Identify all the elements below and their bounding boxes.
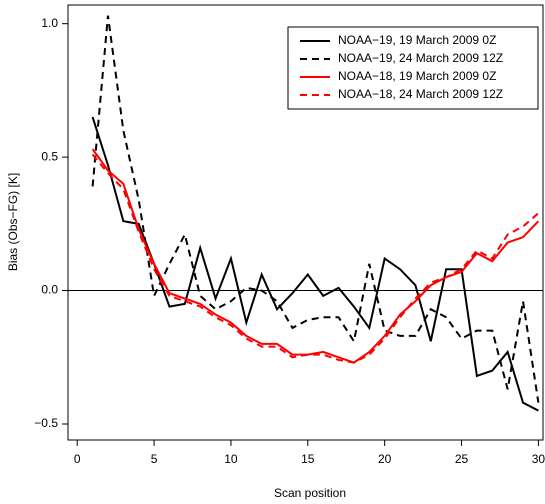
series-line [91,15,540,403]
y-tick-label: 0.5 [41,149,58,163]
series-line [91,148,540,364]
x-tick-label: 25 [455,452,469,466]
x-axis-label: Scan position [274,486,346,500]
legend-label: NOAA−18, 24 March 2009 12Z [338,87,503,101]
x-tick-label: 0 [74,452,81,466]
y-axis-label: Bias (Obs−FG) [K] [6,173,20,271]
legend-label: NOAA−19, 19 March 2009 0Z [338,33,496,47]
x-tick-label: 30 [532,452,545,466]
series-line [91,116,539,412]
legend-label: NOAA−19, 24 March 2009 12Z [338,51,503,65]
y-tick-label: −0.5 [34,416,58,430]
y-tick-label: 0.0 [41,283,58,297]
x-tick-label: 5 [151,452,158,466]
plot-frame [67,4,544,441]
x-tick-label: 10 [224,452,238,466]
series-line [91,153,540,364]
x-tick-label: 20 [378,452,392,466]
y-tick-label: 1.0 [41,16,58,30]
x-tick-label: 15 [301,452,315,466]
legend-label: NOAA−18, 19 March 2009 0Z [338,69,496,83]
